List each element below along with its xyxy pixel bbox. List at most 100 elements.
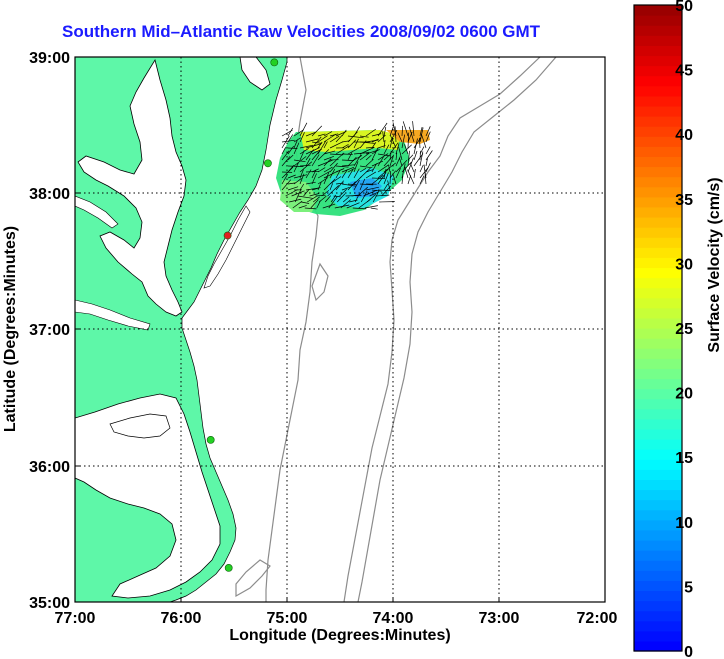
velocity-arrow: [297, 195, 313, 199]
velocity-arrow: [317, 171, 329, 179]
velocity-arrow: [371, 147, 379, 161]
velocity-arrow: [311, 149, 322, 161]
velocity-arrow: [323, 141, 328, 149]
velocity-arrow: [336, 193, 346, 203]
velocity-arrow: [401, 144, 412, 155]
velocity-arrow: [394, 126, 397, 143]
velocity-arrow: [317, 181, 322, 191]
velocity-arrow: [377, 153, 390, 157]
velocity-arrow: [383, 127, 387, 137]
x-tick-label: 73:00: [479, 610, 520, 627]
velocity-arrow: [293, 178, 302, 185]
velocity-arrow: [359, 146, 375, 155]
velocity-arrow: [322, 203, 336, 209]
velocity-arrow: [323, 133, 337, 143]
velocity-arrow: [424, 168, 427, 185]
velocity-arrow: [301, 201, 310, 204]
velocity-arrow: [287, 154, 294, 161]
velocity-arrow: [329, 135, 340, 143]
velocity-arrow: [323, 131, 333, 137]
velocity-arrow: [299, 161, 313, 173]
velocity-arrow: [425, 150, 433, 161]
velocity-arrow: [335, 180, 344, 191]
velocity-arrow: [341, 129, 347, 137]
station-marker: [224, 564, 233, 572]
velocity-arrow: [299, 132, 305, 143]
velocity-arrow: [383, 144, 390, 155]
velocity-arrow: [287, 134, 294, 143]
velocity-arrow: [315, 194, 326, 197]
velocity-arrow: [412, 121, 415, 137]
velocity-arrow: [299, 173, 305, 185]
x-tick-label: 74:00: [373, 610, 414, 627]
velocity-arrow: [329, 168, 336, 179]
velocity-arrow: [347, 156, 357, 167]
velocity-arrow: [354, 194, 360, 203]
velocity-arrow: [287, 147, 298, 149]
velocity-arrow: [371, 175, 384, 185]
velocity-arrow: [407, 169, 415, 185]
velocity-arrow: [359, 152, 370, 161]
velocity-arrow: [402, 121, 409, 137]
velocity-arrow: [329, 176, 342, 185]
velocity-arrow: [357, 186, 368, 197]
velocity-arrow: [311, 136, 322, 149]
velocity-arrow: [365, 128, 377, 137]
station-marker: [263, 159, 272, 168]
velocity-arrow: [358, 198, 371, 209]
velocity-arrow: [364, 205, 378, 209]
velocity-arrow: [341, 159, 355, 161]
grid-lines: [75, 57, 605, 602]
velocity-arrow: [321, 190, 330, 197]
velocity-arrow: [293, 140, 298, 149]
velocity-arrow: [292, 200, 303, 209]
velocity-arrow: [413, 138, 418, 155]
albemarle-sound: [109, 413, 171, 439]
y-tick-label: 36:00: [29, 459, 70, 476]
x-tick-label: 72:00: [577, 610, 618, 627]
velocity-arrow: [371, 163, 377, 173]
velocity-arrow: [377, 172, 387, 185]
velocity-arrow: [404, 166, 409, 179]
velocity-arrow: [317, 141, 323, 149]
velocity-arrow: [287, 186, 299, 191]
velocity-arrow: [353, 168, 360, 179]
velocity-arrow: [341, 186, 350, 191]
tick-marks: [74, 56, 606, 603]
velocity-arrow: [303, 189, 310, 197]
velocity-arrow: [335, 170, 341, 179]
station-marker: [270, 58, 279, 67]
velocity-arrow: [341, 166, 355, 173]
velocity-arrow: [383, 183, 389, 191]
velocity-arrow: [335, 182, 344, 185]
velocity-arrow: [317, 133, 326, 137]
velocity-arrow: [419, 164, 424, 173]
velocity-arrow: [323, 166, 333, 173]
velocity-arrow: [389, 151, 392, 161]
velocity-arrow: [377, 134, 386, 143]
y-tick-label: 37:00: [29, 322, 70, 339]
velocity-arrow: [407, 132, 410, 149]
velocity-arrow: [287, 165, 304, 167]
velocity-arrow: [419, 151, 424, 167]
velocity-arrow: [281, 135, 290, 149]
velocity-arrow: [335, 145, 350, 155]
velocity-arrow: [383, 155, 394, 167]
velocity-arrow: [287, 127, 294, 137]
velocity-arrow: [307, 196, 317, 203]
velocity-arrow: [359, 135, 369, 138]
velocity-arrow: [317, 159, 333, 167]
velocity-arrow: [323, 150, 336, 155]
x-tick-label: 76:00: [161, 610, 202, 627]
velocity-arrow: [425, 162, 431, 173]
velocity-arrow: [311, 141, 322, 144]
y-axis-label: Latitude (Degrees:Minutes): [2, 226, 19, 432]
velocity-arrow: [281, 147, 286, 155]
velocity-arrow: [311, 187, 319, 191]
velocity-arrow: [359, 140, 367, 149]
velocity-arrow: [299, 164, 311, 167]
velocity-arrow: [293, 137, 301, 143]
velocity-arrow: [310, 199, 319, 209]
velocity-arrow: [347, 181, 356, 191]
velocity-arrow: [359, 168, 367, 173]
